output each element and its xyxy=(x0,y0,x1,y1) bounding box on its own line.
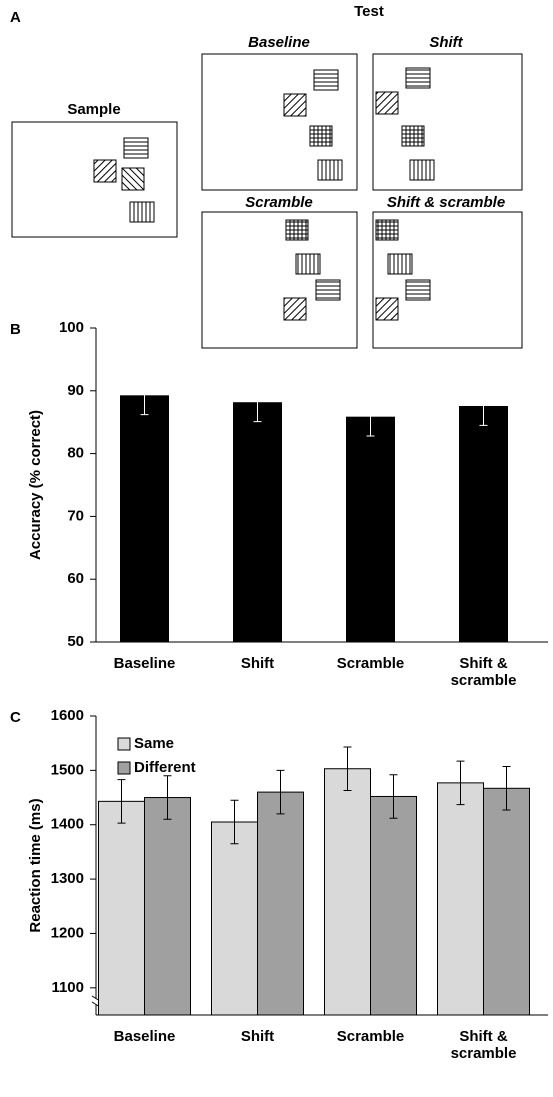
y-tick-label: 80 xyxy=(67,445,84,462)
error-bar xyxy=(117,779,126,824)
error-bar xyxy=(366,397,375,437)
bar xyxy=(144,797,191,1016)
stimulus xyxy=(93,159,117,183)
stimulus xyxy=(283,297,307,321)
panel-label: C xyxy=(10,709,21,726)
error-bar xyxy=(230,799,239,845)
stimulus xyxy=(313,69,339,91)
y-tick-label: 50 xyxy=(67,633,84,650)
stimulus xyxy=(295,253,321,275)
error-bar xyxy=(343,746,352,791)
panel-title: Baseline xyxy=(248,34,310,51)
legend-label: Same xyxy=(134,735,174,752)
panel-title: Scramble xyxy=(245,194,313,211)
y-tick-label: 1600 xyxy=(51,707,84,724)
x-tick-label: Shift xyxy=(241,655,274,672)
y-tick-label: 60 xyxy=(67,570,84,587)
stimulus xyxy=(315,279,341,301)
y-tick-label: 1500 xyxy=(51,761,84,778)
y-tick-label: 1300 xyxy=(51,870,84,887)
stimulus xyxy=(123,137,149,159)
stimulus xyxy=(375,297,399,321)
error-bar xyxy=(163,775,172,820)
bar xyxy=(98,800,145,1016)
x-tick-label: Baseline xyxy=(114,655,176,672)
stimuli xyxy=(93,67,435,321)
test-box xyxy=(372,53,523,191)
stimulus xyxy=(387,253,413,275)
panel-title: Shift & scramble xyxy=(387,194,505,211)
stimulus xyxy=(375,91,399,115)
stimulus xyxy=(375,219,399,241)
stimulus xyxy=(283,93,307,117)
bar xyxy=(211,821,258,1016)
x-tick-label: Scramble xyxy=(337,655,405,672)
error-bar xyxy=(276,769,285,815)
error-bar xyxy=(140,376,149,416)
x-tick-label: Baseline xyxy=(114,1028,176,1045)
bar xyxy=(120,395,169,643)
panel-label: A xyxy=(10,9,21,26)
x-tick-label: Shift & scramble xyxy=(451,1028,517,1062)
y-axis-label: Reaction time (ms) xyxy=(27,798,44,932)
x-tick-label: Shift xyxy=(241,1028,274,1045)
error-bar xyxy=(479,387,488,426)
y-tick-label: 90 xyxy=(67,382,84,399)
legend-swatch xyxy=(117,737,131,751)
error-bar xyxy=(502,766,511,811)
error-bar xyxy=(389,774,398,819)
x-tick-label: Scramble xyxy=(337,1028,405,1045)
stimulus xyxy=(309,125,333,147)
bar xyxy=(324,768,371,1016)
panel-label: B xyxy=(10,321,21,338)
error-bar xyxy=(253,383,262,423)
y-tick-label: 1100 xyxy=(51,979,84,996)
bar xyxy=(459,406,508,643)
panel-a: A Test Sample Baseline Shift Scramble Sh… xyxy=(10,3,523,349)
sample-label: Sample xyxy=(67,101,120,118)
y-tick-label: 70 xyxy=(67,507,84,524)
legend-swatch xyxy=(117,761,131,775)
y-tick-label: 1200 xyxy=(51,924,84,941)
stimulus xyxy=(401,125,425,147)
stimulus xyxy=(285,219,309,241)
test-label: Test xyxy=(354,3,384,20)
stimulus xyxy=(121,167,145,191)
y-tick-label: 1400 xyxy=(51,816,84,833)
x-tick-label: Shift & scramble xyxy=(451,655,517,689)
error-bar xyxy=(456,760,465,806)
stimulus xyxy=(405,279,431,301)
bar xyxy=(483,787,530,1016)
bar xyxy=(346,416,395,643)
stimulus xyxy=(405,67,431,89)
bar xyxy=(233,402,282,643)
y-axis-label: Accuracy (% correct) xyxy=(27,410,44,560)
stimulus xyxy=(317,159,343,181)
stimulus xyxy=(409,159,435,181)
bar xyxy=(257,791,304,1016)
bar xyxy=(437,782,484,1016)
y-tick-label: 100 xyxy=(59,319,84,336)
legend-label: Different xyxy=(134,759,196,776)
bar xyxy=(370,795,417,1016)
stimulus xyxy=(129,201,155,223)
panel-title: Shift xyxy=(429,34,463,51)
